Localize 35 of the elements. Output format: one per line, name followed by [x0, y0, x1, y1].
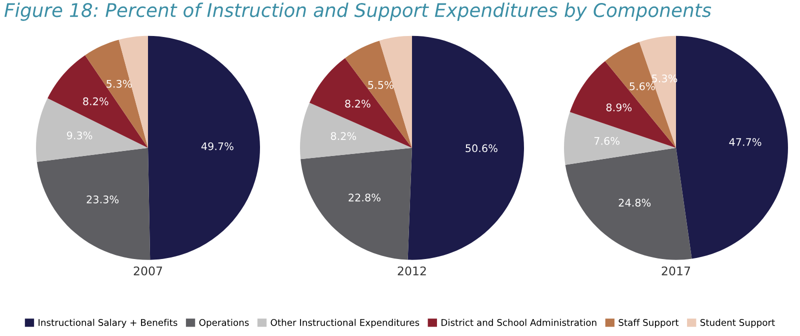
legend-label: Instructional Salary + Benefits [38, 318, 178, 328]
chart-title: Figure 18: Percent of Instruction and Support Expenditures by Components [4, 2, 712, 21]
legend-label: Staff Support [618, 318, 679, 328]
data-label: 8.2% [330, 132, 356, 140]
legend-label: Other Instructional Expenditures [270, 318, 420, 328]
data-label: 8.2% [345, 100, 370, 108]
pie-slice [48, 55, 148, 148]
data-label: 23.3% [86, 196, 119, 204]
text: 2007 [134, 266, 162, 276]
pie-slice [570, 61, 676, 148]
pie-slice [300, 148, 412, 260]
data-label: 7.6% [594, 136, 620, 145]
data-label: 9.3% [66, 131, 92, 140]
legend-label: District and School Administration [442, 318, 596, 326]
legend-label: Operations [199, 318, 249, 328]
data-label: 5.6% [630, 82, 655, 90]
pie-slice [564, 112, 676, 165]
pie-slice [676, 36, 788, 259]
pie-slice [36, 98, 148, 162]
legend-label: Student Support [700, 318, 775, 328]
pie-slice [36, 148, 150, 260]
data-label: 49.7% [201, 142, 234, 150]
pie-slice [565, 148, 692, 260]
data-label: 8.2% [83, 97, 108, 106]
data-label: 8.9% [606, 103, 632, 112]
data-label: 22.8% [348, 194, 380, 202]
data-label: 47.7% [729, 138, 762, 146]
data-label: 24.8% [618, 198, 651, 207]
data-label: 5.5% [368, 81, 394, 89]
text: 2017 [662, 266, 690, 276]
data-label: 50.6% [466, 144, 498, 152]
text: 2012 [398, 266, 426, 276]
pie-slice [148, 36, 260, 260]
pie-slice [408, 36, 524, 260]
pie-slice [309, 58, 412, 148]
